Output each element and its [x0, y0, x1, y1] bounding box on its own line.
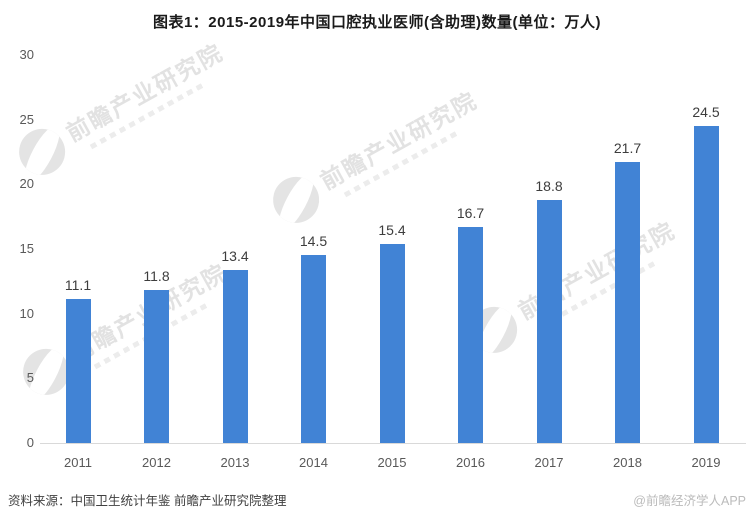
bar-2018: [615, 162, 640, 443]
watermark: 前瞻产业研究院: [462, 210, 686, 362]
bar-value-label: 11.1: [64, 277, 92, 294]
x-axis-label: 2014: [299, 455, 328, 470]
bar-value-label: 13.4: [221, 247, 249, 264]
bar-2014: [301, 255, 326, 443]
bar-value-label: 24.5: [692, 104, 720, 121]
bar-value-label: 11.8: [143, 268, 170, 285]
x-axis-label: 2018: [613, 455, 642, 470]
bar-2017: [536, 199, 562, 443]
bar-value-label: 21.7: [613, 140, 642, 157]
x-axis-label: 2016: [456, 455, 485, 470]
brand-watermark-label: @前瞻经济学人APP: [633, 494, 746, 508]
watermark-text: 前瞻产业研究院: [61, 38, 228, 147]
x-axis-label: 2015: [377, 455, 407, 470]
bar-value-label: 15.4: [378, 221, 406, 238]
y-axis-label: 20: [19, 176, 34, 192]
bar-value-label: 18.8: [535, 177, 563, 194]
x-axis-label: 2013: [220, 455, 250, 470]
x-axis-label: 2019: [691, 455, 721, 470]
bar-value-label: 14.5: [299, 233, 328, 250]
watermark: 前瞻产业研究院: [10, 32, 234, 184]
x-axis-label: 2011: [64, 455, 92, 470]
forward-logo-icon: [10, 120, 74, 184]
y-axis-label: 10: [19, 305, 34, 321]
watermark-subtext-decoration: [89, 82, 204, 149]
bar-2019: [693, 126, 719, 443]
y-axis-label: 25: [19, 111, 34, 127]
bar-value-label: 16.7: [456, 205, 485, 221]
watermark-subtext-decoration: [343, 130, 458, 197]
chart-title: 图表1：2015-2019年中国口腔执业医师(含助理)数量(单位：万人): [152, 14, 602, 31]
data-source-note: 资料来源：中国卫生统计年鉴 前瞻产业研究院整理: [8, 494, 287, 508]
bar-2012: [144, 290, 169, 443]
watermark-text: 前瞻产业研究院: [315, 86, 482, 195]
y-axis-label: 30: [19, 47, 34, 62]
x-axis-label: 2017: [534, 455, 564, 470]
bar-2016: [458, 227, 483, 443]
bar-2011: [65, 299, 91, 443]
x-axis-label: 2012: [142, 455, 171, 470]
bar-2015: [379, 243, 405, 443]
x-axis-line: [40, 443, 746, 444]
y-axis-label: 5: [26, 370, 34, 386]
forward-logo-icon: [264, 168, 328, 232]
bar-2013: [222, 269, 248, 443]
y-axis-label: 15: [19, 241, 34, 256]
y-axis-label: 0: [26, 435, 34, 450]
